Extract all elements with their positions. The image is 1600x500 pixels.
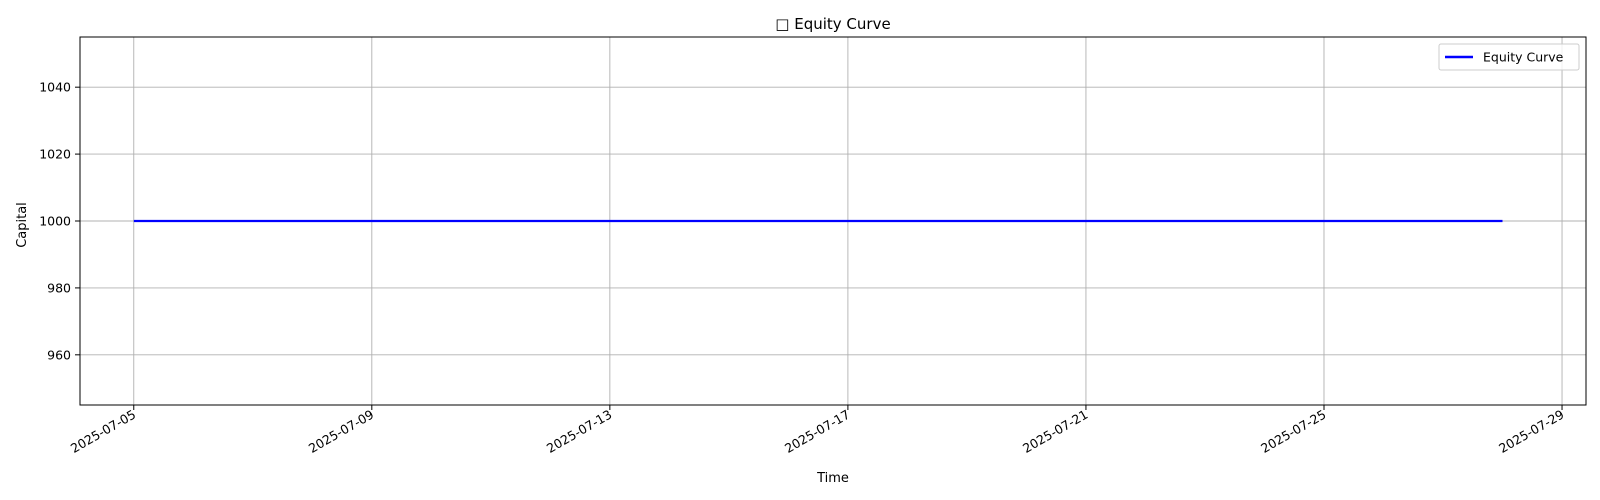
- y-axis-label: Capital: [15, 202, 30, 248]
- y-tick-label: 960: [47, 347, 71, 362]
- legend: Equity Curve: [1438, 43, 1580, 71]
- legend-box: [1438, 43, 1580, 71]
- y-tick-label: 980: [47, 280, 71, 295]
- y-tick-label: 1040: [39, 80, 71, 95]
- legend-label-equity-curve: Equity Curve: [1483, 50, 1564, 65]
- x-axis-label: Time: [816, 471, 849, 486]
- y-tick-label: 1000: [39, 214, 71, 229]
- chart-title: □ Equity Curve: [775, 15, 890, 33]
- y-tick-label: 1020: [39, 147, 71, 162]
